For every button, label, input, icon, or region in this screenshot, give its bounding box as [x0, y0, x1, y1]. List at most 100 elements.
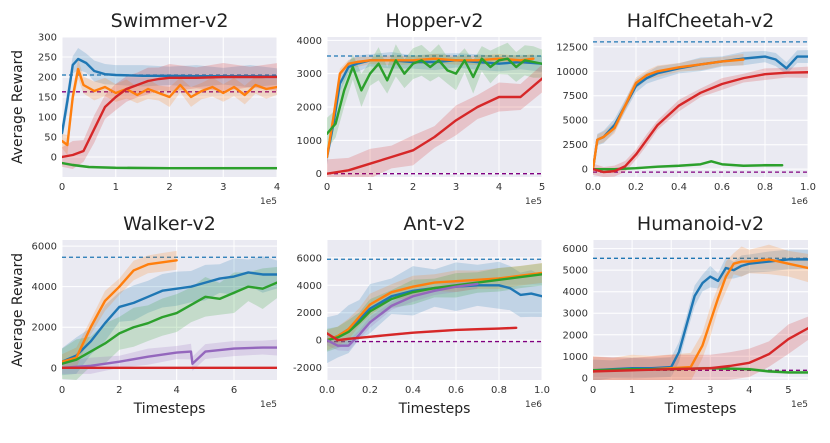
y-tick-label: 6000	[32, 242, 57, 253]
x-tick-label: 0.6	[448, 385, 464, 396]
x-tick-label: 1	[367, 182, 373, 193]
series-line-orange	[62, 67, 277, 147]
series-line-red	[327, 326, 518, 342]
y-tick-label: 10000	[556, 67, 588, 78]
x-axis-label: Timesteps	[133, 401, 206, 417]
y-tick-label: 0	[582, 373, 588, 384]
series-line-green	[62, 161, 277, 170]
y-tick-label: 200	[38, 73, 57, 84]
series-line-green	[327, 273, 542, 342]
x-tick-label: 3	[707, 385, 713, 396]
x-tick-label: 4	[173, 385, 179, 396]
x-tick-label: 2	[166, 182, 172, 193]
x-tick-label: 0.2	[362, 385, 378, 396]
y-tick-label: 100	[38, 113, 57, 124]
x-tick-label: 5	[539, 182, 545, 193]
x-tick-label: 2	[116, 385, 122, 396]
series-line-green	[62, 281, 277, 365]
series-line-orange	[593, 58, 745, 171]
band-orange	[593, 53, 744, 175]
plot-area	[593, 37, 808, 177]
band-red	[62, 63, 277, 169]
y-tick-label: 150	[38, 93, 57, 104]
y-tick-label: 2000	[563, 330, 588, 341]
x-tick-label: 6	[231, 385, 237, 396]
subplot-title: Hopper-v2	[386, 10, 484, 32]
x-tick-label: 0.4	[671, 182, 687, 193]
series-line-orange	[327, 271, 542, 342]
subplot-title: Swimmer-v2	[111, 10, 229, 32]
band-purple	[327, 279, 478, 352]
x-scale-label: 1e5	[791, 400, 808, 410]
y-tick-label: -2000	[293, 363, 322, 374]
x-tick-label: 1.0	[800, 182, 816, 193]
x-scale-label: 1e5	[260, 197, 277, 207]
band-red	[593, 316, 808, 380]
x-axis-label: Timesteps	[398, 401, 471, 417]
x-scale-label: 1e6	[525, 400, 542, 410]
y-tick-label: 2500	[563, 140, 588, 151]
x-tick-label: 4	[496, 182, 502, 193]
y-tick-label: 6000	[297, 253, 322, 264]
band-blue	[593, 50, 808, 176]
x-tick-label: 0.4	[405, 385, 421, 396]
plot-content	[593, 244, 808, 380]
y-tick-label: 0	[316, 169, 322, 180]
y-tick-label: 7500	[563, 91, 588, 102]
y-tick-label: 0	[316, 336, 322, 347]
band-blue	[327, 261, 542, 364]
plot-content	[593, 41, 808, 177]
x-scale-label: 1e6	[791, 197, 808, 207]
subplot-title: HalfCheetah-v2	[627, 10, 774, 32]
y-tick-label: 3000	[563, 309, 588, 320]
x-tick-label: 0.8	[757, 182, 773, 193]
x-tick-label: 2	[668, 385, 674, 396]
series-line-purple	[62, 346, 277, 370]
y-axis-label: Average Reward	[10, 50, 26, 164]
x-tick-label: 0	[59, 385, 65, 396]
y-tick-label: 2000	[297, 308, 322, 319]
y-tick-label: 0	[582, 165, 588, 176]
series-line-green	[327, 57, 542, 135]
subplot-title: Ant-v2	[403, 213, 465, 235]
subplot-title: Humanoid-v2	[637, 213, 764, 235]
y-tick-label: 50	[44, 133, 57, 144]
x-tick-label: 3	[220, 182, 226, 193]
y-tick-label: 12500	[556, 42, 588, 53]
y-tick-label: 4000	[563, 287, 588, 298]
x-tick-label: 4	[746, 385, 752, 396]
series-line-red	[62, 75, 277, 159]
series-line-red	[327, 77, 542, 175]
plot-content	[62, 48, 277, 170]
x-scale-label: 1e5	[525, 197, 542, 207]
y-tick-label: 250	[38, 53, 57, 64]
y-tick-label: 0	[51, 153, 57, 164]
band-red	[327, 64, 542, 177]
plot-area	[327, 240, 542, 380]
subplot-Swimmer-v2: 0 1 2 3 4 0 50 100 150 200 250 300 1e5 Swimmer-v2 Aver…	[10, 10, 280, 207]
y-tick-label: 300	[38, 33, 57, 44]
band-purple	[62, 339, 277, 374]
series-line-red	[593, 327, 808, 373]
series-line-orange	[62, 259, 178, 363]
x-tick-label: 1	[113, 182, 119, 193]
subplot-Ant-v2: 0.0 0.2 0.4 0.6 0.8 1.0 -2000 0 2000 4000 6000 1e6 A…	[293, 213, 550, 417]
x-axis-label: Timesteps	[664, 401, 737, 417]
x-tick-label: 3	[453, 182, 459, 193]
x-tick-label: 4	[274, 182, 280, 193]
y-tick-label: 5000	[563, 266, 588, 277]
subplot-Humanoid-v2: 0 1 2 3 4 5 0 1000 2000 3000 4000 5000 6000 1e5 Humano…	[563, 213, 808, 417]
subplot-title: Walker-v2	[123, 213, 216, 235]
subplot-Hopper-v2: 0 1 2 3 4 5 0 1000 2000 3000 4000 1e5 Hopper-v2	[297, 10, 546, 207]
x-tick-label: 0.6	[714, 182, 730, 193]
band-red	[593, 66, 808, 177]
y-tick-label: 6000	[563, 244, 588, 255]
series-line-orange	[327, 57, 535, 159]
y-tick-label: 1000	[297, 136, 322, 147]
x-tick-label: 5	[785, 385, 791, 396]
subplot-HalfCheetah-v2: 0.0 0.2 0.4 0.6 0.8 1.0 0 2500 5000 7500 10000 1250…	[556, 10, 816, 207]
x-tick-label: 2	[410, 182, 416, 193]
x-tick-label: 0	[324, 182, 330, 193]
x-tick-label: 0.0	[585, 182, 601, 193]
